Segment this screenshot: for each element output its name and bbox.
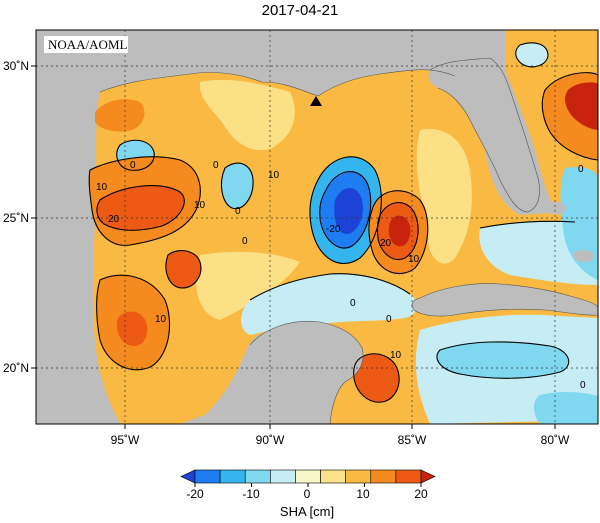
map-title: 2017-04-21 xyxy=(261,2,339,19)
land-yucatan xyxy=(247,321,364,424)
warm-region-sw-core xyxy=(116,311,148,346)
contour-label: 10 xyxy=(390,350,402,361)
warm-eddy-loop-core xyxy=(388,215,411,247)
land-florida xyxy=(428,58,540,212)
colorbar-segment xyxy=(180,469,196,484)
colorbar-segment xyxy=(420,469,436,484)
contour-label: 0 xyxy=(213,160,219,171)
triangle-marker xyxy=(310,96,322,106)
colorbar-segment xyxy=(395,469,422,484)
x-tick-label: 80˚W xyxy=(541,433,570,447)
map-body: 0 10 20 10 0 10 0 10 0 -20 20 10 0 10 0 … xyxy=(36,30,598,424)
colorbar-segment xyxy=(370,469,397,484)
colorbar-segment xyxy=(320,469,346,484)
zone-lightblue-atlantic xyxy=(515,42,548,67)
contour-label: 10 xyxy=(194,200,206,211)
contour-label: 10 xyxy=(96,182,108,193)
land-bahamas-3 xyxy=(520,147,530,159)
warm-region-center-west xyxy=(165,250,201,288)
land-bahamas-1 xyxy=(546,201,566,215)
colorbar xyxy=(180,469,436,487)
x-tick-label: 90˚W xyxy=(256,433,285,447)
contour-label: 0 xyxy=(235,206,241,217)
warm-region-campeche xyxy=(353,353,400,403)
colorbar-tick-label: -20 xyxy=(186,487,204,501)
contour-label: 0 xyxy=(386,314,392,325)
contour-label: 10 xyxy=(155,314,167,325)
zone-yellow-south xyxy=(196,251,300,320)
agency-label-box xyxy=(44,36,128,53)
y-tick-label: 25˚N xyxy=(3,211,29,225)
colorbar-tick-label: 0 xyxy=(304,487,311,501)
contour-label: 20 xyxy=(108,214,120,225)
contour-label: 0 xyxy=(350,298,356,309)
colorbar-segment xyxy=(295,469,321,484)
colorbar-label: SHA [cm] xyxy=(280,504,334,519)
colorbar-tick-label: 10 xyxy=(356,487,370,501)
contour-label: 0 xyxy=(580,380,586,391)
colorbar-segment xyxy=(270,469,296,484)
coastlines xyxy=(99,57,598,424)
land-cuba xyxy=(412,283,598,317)
warm-region-atlantic-core xyxy=(565,82,598,130)
warm-region-nw xyxy=(95,99,145,132)
land-bahamas-2 xyxy=(573,249,594,263)
warm-region-west-core xyxy=(96,185,185,231)
zone-cyan-3 xyxy=(436,341,569,379)
y-tick-label: 20˚N xyxy=(3,361,29,375)
colorbar-segment xyxy=(219,469,246,484)
colorbar-segment xyxy=(194,469,221,484)
map-frame xyxy=(35,29,599,425)
zone-cyan-1 xyxy=(221,163,254,209)
zone-cyan-4 xyxy=(534,392,598,424)
axis-ticks xyxy=(31,65,556,429)
contour-label: 10 xyxy=(268,170,280,181)
contour-label: 0 xyxy=(130,160,136,171)
zone-lightblue-central xyxy=(241,273,417,335)
contour-label: 0 xyxy=(242,236,248,247)
colorbar-segment xyxy=(345,469,372,484)
contour-label: 0 xyxy=(578,164,584,175)
y-tick-label: 30˚N xyxy=(3,59,29,73)
contour-lines xyxy=(88,42,598,403)
cold-eddy-core xyxy=(334,188,364,235)
agency-label: NOAA/AOML xyxy=(48,37,128,52)
colorbar-tick-label: -10 xyxy=(242,487,260,501)
graticule xyxy=(36,30,598,424)
x-tick-label: 85˚W xyxy=(398,433,427,447)
zone-yellow-east xyxy=(416,129,472,264)
contour-label: 10 xyxy=(408,254,420,265)
contour-label: 20 xyxy=(380,238,392,249)
zone-yellow-north xyxy=(199,79,295,151)
x-tick-label: 95˚W xyxy=(111,433,140,447)
contour-label: -20 xyxy=(326,224,341,235)
colorbar-tick-label: 20 xyxy=(414,487,428,501)
colorbar-segment xyxy=(244,469,271,484)
colorbar-ticks: -20 -10 0 10 20 xyxy=(186,487,428,501)
